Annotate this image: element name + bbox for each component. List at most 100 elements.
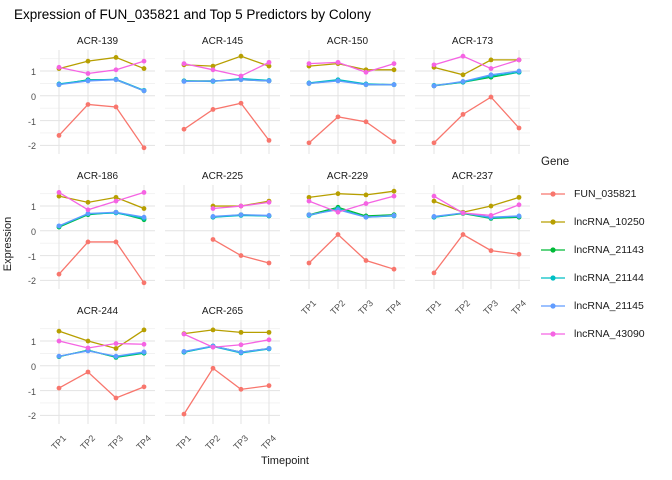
legend-label: lncRNA_10250 <box>574 216 645 228</box>
series-FUN_035821 <box>56 102 147 151</box>
series-lncRNA_10250 <box>431 194 522 215</box>
facet-ACR-150: ACR-150 <box>290 36 405 154</box>
facet-ACR-139: ACR-139 1 0 -1 -2 <box>28 36 155 154</box>
series-lncRNA_10250 <box>181 53 272 69</box>
series-lncRNA_21145 <box>56 209 147 229</box>
facet-panel <box>165 185 280 289</box>
series-lncRNA_43090 <box>306 193 397 215</box>
legend-title: Gene <box>541 156 570 168</box>
legend-key-icon <box>541 299 565 313</box>
legend-key-icon <box>541 327 565 341</box>
facet-strip-label: ACR-229 <box>326 171 369 182</box>
facet-strip-label: ACR-244 <box>76 306 119 317</box>
legend-entry-lncRNA_21144: lncRNA_21144 <box>541 264 645 292</box>
y-tick-label: 0 <box>30 226 36 237</box>
x-tick-label: TP3 <box>106 433 126 452</box>
x-tick-label: TP4 <box>384 298 404 317</box>
y-tick-label: -1 <box>27 251 36 262</box>
series-lncRNA_21145 <box>181 77 272 84</box>
legend-entry-lncRNA_43090: lncRNA_43090 <box>541 320 645 348</box>
facet-strip-label: ACR-237 <box>451 171 494 182</box>
series-FUN_035821 <box>181 100 272 143</box>
facet-ACR-237: ACR-237 TP1 TP2 TP3 TP4 <box>415 171 530 317</box>
series-FUN_035821 <box>210 237 272 266</box>
y-tick-label: 1 <box>30 67 36 78</box>
x-tick-label: TP1 <box>299 298 319 317</box>
legend-label: lncRNA_21144 <box>574 272 644 284</box>
legend-key-icon <box>541 271 565 285</box>
y-tick-label: -2 <box>27 141 36 152</box>
y-tick-label: 0 <box>30 361 36 372</box>
series-FUN_035821 <box>56 239 147 286</box>
series-lncRNA_10250 <box>56 193 147 211</box>
legend-key-icon <box>541 215 565 229</box>
x-tick-label: TP2 <box>328 298 348 317</box>
series-FUN_035821 <box>306 114 397 146</box>
facet-panel <box>290 185 405 289</box>
x-tick-label: TP3 <box>231 433 251 452</box>
series-lncRNA_43090 <box>56 190 147 213</box>
x-tick-label: TP4 <box>134 433 154 452</box>
series-lncRNA_43090 <box>306 59 397 75</box>
legend-key-icon <box>541 243 565 257</box>
series-FUN_035821 <box>56 369 147 401</box>
x-tick-labels: TP1 TP2 TP3 TP4 <box>165 428 280 458</box>
legend-entry-FUN_035821: FUN_035821 <box>541 180 645 208</box>
x-tick-label: TP4 <box>509 298 529 317</box>
series-lncRNA_21145 <box>431 68 522 89</box>
y-tick-label: 0 <box>30 91 36 102</box>
y-tick-label: 1 <box>30 337 36 348</box>
legend-entry-lncRNA_10250: lncRNA_10250 <box>541 208 645 236</box>
series-FUN_035821 <box>306 232 397 272</box>
legend-entry-lncRNA_21145: lncRNA_21145 <box>541 292 645 320</box>
facet-strip-label: ACR-150 <box>326 36 369 47</box>
facet-ACR-145: ACR-145 <box>165 36 280 154</box>
facet-strip-label: ACR-225 <box>201 171 244 182</box>
series-lncRNA_21145 <box>181 343 272 355</box>
facet-panel <box>290 50 405 154</box>
legend-label: lncRNA_21145 <box>574 300 644 312</box>
x-tick-label: TP3 <box>356 298 376 317</box>
facet-ACR-265: ACR-265 TP1 TP2 TP3 TP4 <box>165 306 280 452</box>
facet-panel <box>415 185 530 289</box>
chart-title: Expression of FUN_035821 and Top 5 Predi… <box>14 7 371 22</box>
facet-ACR-186: ACR-186 1 0 -1 -2 <box>28 171 155 289</box>
series-lncRNA_21144 <box>56 76 147 93</box>
facet-strip-label: ACR-186 <box>76 171 119 182</box>
series-lncRNA_21145 <box>56 348 147 359</box>
facet-strip-label: ACR-265 <box>201 306 244 317</box>
facet-panel <box>40 320 155 424</box>
facet-panel <box>40 50 155 154</box>
series-lncRNA_43090 <box>56 58 147 76</box>
x-tick-label: TP1 <box>174 433 194 452</box>
series-lncRNA_10250 <box>56 55 147 71</box>
x-tick-labels: TP1 TP2 TP3 TP4 <box>415 293 530 323</box>
y-tick-label: -1 <box>27 116 36 127</box>
legend-entry-lncRNA_21143: lncRNA_21143 <box>541 236 645 264</box>
legend-entries: FUN_035821 lncRNA_10250 lncRNA_21143 lncRNA… <box>541 180 645 348</box>
series-lncRNA_43090 <box>181 331 272 350</box>
x-axis-title: Timepoint <box>261 455 309 467</box>
series-lncRNA_21145 <box>306 78 397 88</box>
facet-strip-label: ACR-139 <box>76 36 119 47</box>
series-lncRNA_10250 <box>306 188 397 200</box>
series-lncRNA_43090 <box>181 59 272 79</box>
legend-label: lncRNA_21143 <box>574 244 644 256</box>
facet-strip-label: ACR-145 <box>201 36 244 47</box>
facet-ACR-229: ACR-229 TP1 TP2 TP3 TP4 <box>290 171 405 317</box>
series-lncRNA_21145 <box>210 212 272 219</box>
x-tick-label: TP2 <box>78 433 98 452</box>
facet-strip-label: ACR-173 <box>451 36 494 47</box>
facet-panel <box>165 320 280 424</box>
x-tick-label: TP1 <box>424 298 444 317</box>
y-tick-label: -2 <box>27 276 36 287</box>
x-tick-labels: TP1 TP2 TP3 TP4 <box>290 293 405 323</box>
legend-key-icon <box>541 187 565 201</box>
x-tick-label: TP1 <box>49 433 69 452</box>
facet-panel <box>40 185 155 289</box>
series-lncRNA_21145 <box>56 77 147 94</box>
series-FUN_035821 <box>431 232 522 276</box>
series-lncRNA_43090 <box>210 199 272 211</box>
x-tick-label: TP3 <box>481 298 501 317</box>
